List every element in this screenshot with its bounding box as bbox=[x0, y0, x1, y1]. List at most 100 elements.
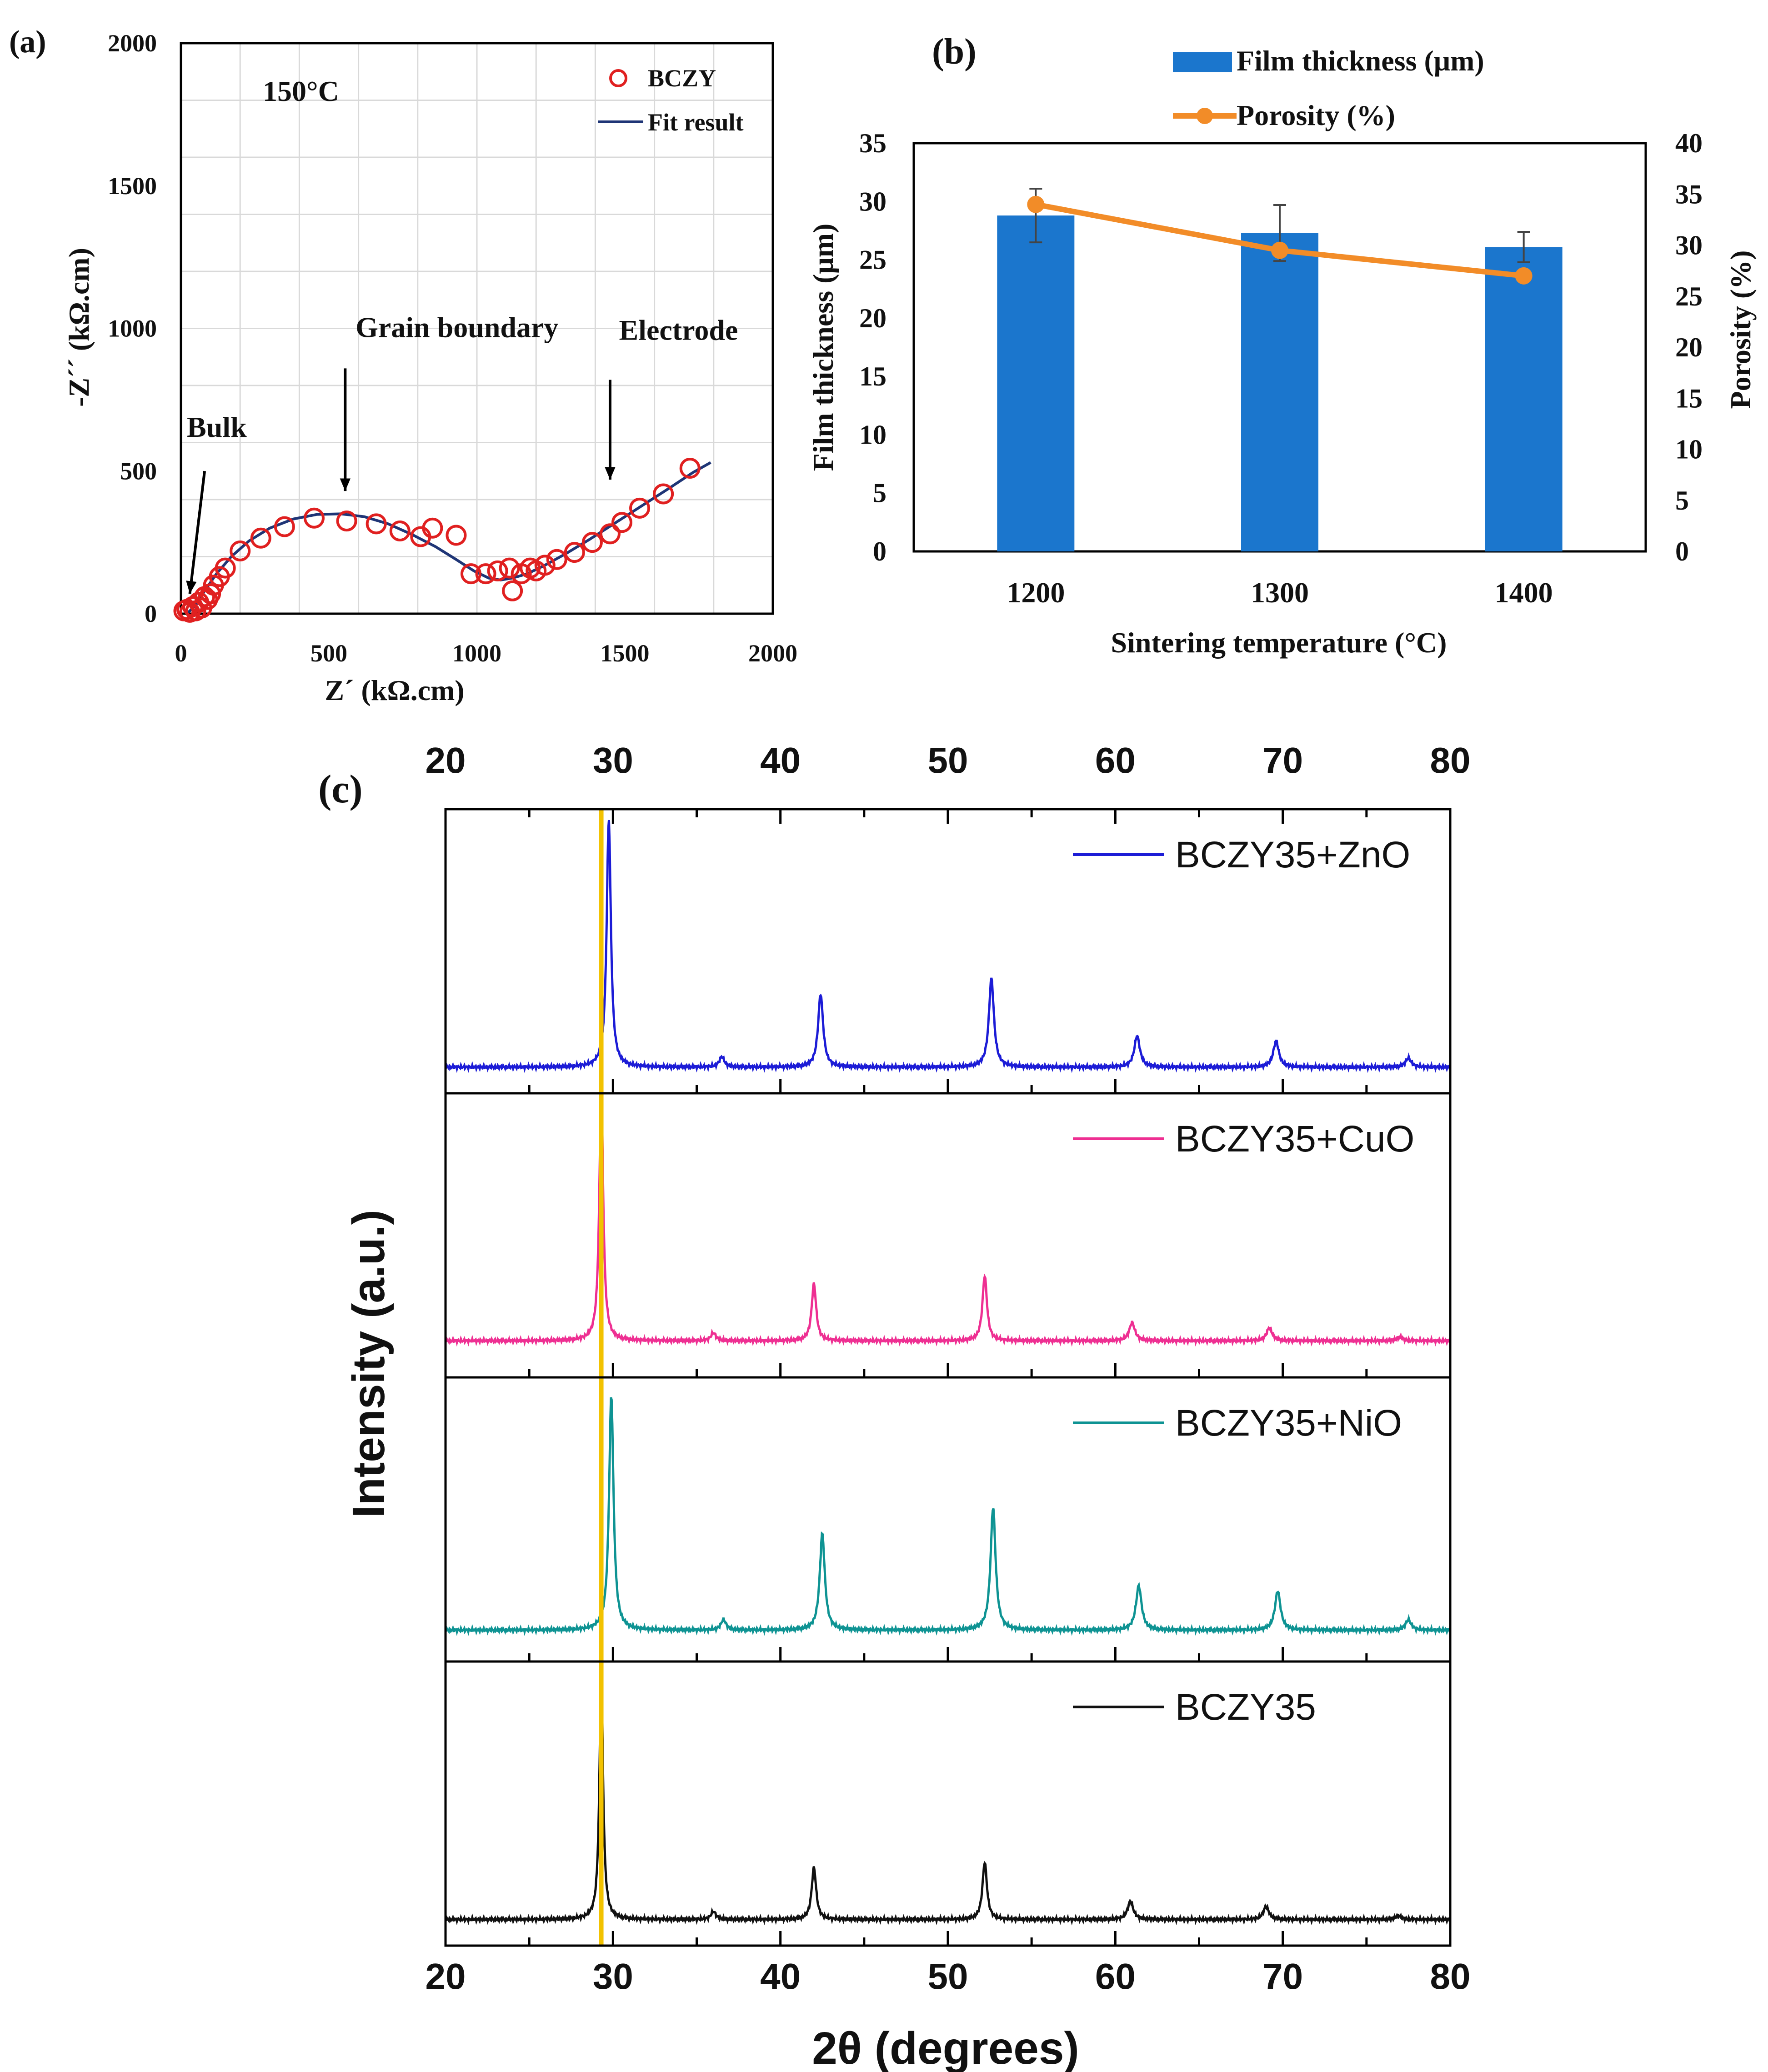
panel-a-scatter-point bbox=[502, 580, 523, 601]
panel-a-arrows bbox=[186, 368, 616, 594]
panel-a-scatter-point bbox=[250, 527, 271, 549]
panel-b-left-tick-labels: 0 5 10 15 20 25 30 35 bbox=[859, 128, 887, 566]
panel-a-x-axis-label: Z´ (kΩ.cm) bbox=[325, 674, 464, 706]
panel-c-top-tick-label: 30 bbox=[593, 740, 633, 781]
panel-b-left-tick-label: 15 bbox=[859, 361, 887, 391]
panel-c-top-tick-label: 70 bbox=[1262, 740, 1303, 781]
panel-a-arrow-head bbox=[605, 467, 616, 480]
panel-c-bottom-tick-label: 50 bbox=[928, 1956, 968, 1997]
panel-a-legend-scatter-marker bbox=[609, 69, 627, 87]
panel-c-y-axis-label: Intensity (a.u.) bbox=[343, 1210, 394, 1518]
panel-b-x-tick-label: 1300 bbox=[1251, 576, 1309, 609]
panel-b-right-tick-label: 15 bbox=[1675, 383, 1703, 413]
panel-c-x-axis-label: 2θ (degrees) bbox=[812, 2023, 1079, 2072]
panel-a-scatter-point bbox=[611, 512, 632, 533]
panel-c-top-tick-label: 60 bbox=[1095, 740, 1136, 781]
panel-b-porosity-markers bbox=[1027, 195, 1533, 285]
panel-b-right-tick-label: 0 bbox=[1675, 536, 1689, 566]
panel-c-bottom-tick-labels: 20 30 40 50 60 70 80 bbox=[426, 1956, 1471, 1997]
panel-b-right-tick-label: 25 bbox=[1675, 281, 1703, 311]
panel-a-arrow-head bbox=[340, 478, 351, 491]
panel-a-scatter-point bbox=[230, 540, 251, 561]
panel-c-xrd-patterns: (c) BCZY35+ZnOBCZY35+CuOBCZY35+NiOBCZY35… bbox=[318, 740, 1470, 2072]
panel-b-x-axis-label: Sintering temperature (°C) bbox=[1111, 626, 1447, 659]
panel-c-frames bbox=[444, 808, 1452, 1947]
panel-a-y-tick-label: 500 bbox=[120, 457, 157, 485]
panel-a-annotations: Bulk Grain boundary Electrode bbox=[187, 311, 738, 443]
panel-c-top-tick-label: 20 bbox=[426, 740, 466, 781]
panel-b-bar bbox=[1241, 233, 1318, 551]
panel-a-temperature-annotation: 150°C bbox=[263, 75, 339, 107]
panel-b-right-tick-label: 10 bbox=[1675, 435, 1703, 465]
panel-a-scatter-point bbox=[336, 510, 357, 532]
panel-a-annotation: Electrode bbox=[619, 314, 738, 346]
panel-a-annotation: Bulk bbox=[187, 411, 247, 443]
panel-a-label: (a) bbox=[9, 25, 46, 60]
panel-c-bottom-tick-label: 60 bbox=[1095, 1956, 1136, 1997]
panel-c-label: (c) bbox=[318, 767, 363, 811]
panel-b-legend-line-label: Porosity (%) bbox=[1237, 99, 1395, 131]
panel-b-legend-bar-swatch bbox=[1173, 52, 1232, 72]
panel-a-plot-frame bbox=[180, 42, 774, 615]
panel-a-scatter-point bbox=[564, 542, 585, 563]
panel-c-bottom-tick-label: 20 bbox=[426, 1956, 466, 1997]
panel-b-left-tick-label: 10 bbox=[859, 420, 887, 450]
panel-c-legend-label: BCZY35+ZnO bbox=[1175, 834, 1410, 876]
panel-a-x-tick-label: 500 bbox=[311, 640, 347, 667]
panel-c-bottom-tick-label: 80 bbox=[1430, 1956, 1471, 1997]
panel-b-x-tick-labels: 1200 1300 1400 bbox=[1007, 576, 1553, 609]
panel-a-scatter-point bbox=[460, 563, 481, 585]
panel-a-annotation: Grain boundary bbox=[356, 311, 558, 343]
panel-a-scatter-point bbox=[599, 523, 621, 545]
panel-a-x-tick-labels: 0 500 1000 1500 2000 bbox=[175, 640, 798, 667]
panel-a-y-tick-label: 1500 bbox=[108, 172, 157, 200]
panel-b-label: (b) bbox=[932, 32, 977, 72]
panel-b-left-tick-label: 0 bbox=[873, 536, 887, 566]
panel-a-arrow-shaft bbox=[188, 470, 206, 594]
panel-a-scatter-point bbox=[215, 557, 236, 579]
panel-b-left-tick-label: 35 bbox=[859, 128, 887, 158]
panel-c-series-line bbox=[444, 1093, 1451, 1347]
panel-a-y-tick-labels: 0 500 1000 1500 2000 bbox=[108, 30, 157, 627]
panel-b-bar bbox=[1485, 247, 1563, 551]
panel-a-x-tick-label: 0 bbox=[175, 640, 187, 667]
panel-b-left-axis-label: Film thickness (μm) bbox=[807, 224, 839, 471]
panel-b-porosity-marker bbox=[1271, 241, 1288, 259]
panel-a-scatter-points bbox=[173, 457, 701, 623]
panel-b-right-tick-label: 5 bbox=[1675, 485, 1689, 515]
panel-c-top-tick-label: 50 bbox=[928, 740, 968, 781]
panel-a-scatter-point bbox=[200, 583, 221, 605]
panel-c-series-line bbox=[444, 820, 1451, 1073]
panel-a-legend-scatter-label: BCZY bbox=[648, 65, 716, 92]
panel-b-legend-line-marker bbox=[1197, 108, 1213, 124]
panel-a-y-tick-label: 1000 bbox=[108, 315, 157, 342]
panel-a-scatter-point bbox=[446, 525, 467, 546]
panel-c-series-line bbox=[444, 1397, 1451, 1637]
panel-a-scatter-point bbox=[581, 532, 603, 553]
panel-b-right-axis-label: Porosity (%) bbox=[1724, 250, 1757, 409]
panel-c-bottom-tick-label: 30 bbox=[593, 1956, 633, 1997]
panel-c-bottom-tick-label: 40 bbox=[760, 1956, 801, 1997]
panel-a-scatter-point bbox=[534, 555, 556, 576]
panel-c-legend-label: BCZY35+CuO bbox=[1175, 1118, 1414, 1160]
panel-a-scatter-point bbox=[629, 497, 651, 519]
panel-b-left-tick-label: 20 bbox=[859, 303, 887, 333]
panel-a-scatter-point bbox=[653, 483, 674, 505]
panel-b-right-tick-labels: 0 5 10 15 20 25 30 35 40 bbox=[1675, 128, 1703, 566]
panel-b-x-tick-label: 1200 bbox=[1007, 576, 1065, 609]
panel-a-scatter-point bbox=[487, 560, 508, 581]
panel-a-scatter-point bbox=[422, 517, 443, 539]
panel-a-scatter-point bbox=[499, 557, 520, 579]
panel-b-right-tick-label: 35 bbox=[1675, 179, 1703, 209]
panel-c-legend-label: BCZY35+NiO bbox=[1175, 1402, 1402, 1444]
panel-b-right-tick-label: 40 bbox=[1675, 128, 1703, 158]
panel-b-porosity-marker bbox=[1027, 195, 1045, 213]
panel-a-scatter-point bbox=[679, 457, 701, 479]
panel-a-y-axis-label: -Z´´ (kΩ.cm) bbox=[63, 248, 95, 407]
panel-a-scatter-point bbox=[366, 513, 387, 535]
panel-b-x-tick-label: 1400 bbox=[1495, 576, 1553, 609]
panel-b-legend-bar-label: Film thickness (μm) bbox=[1237, 45, 1484, 77]
panel-a-nyquist-plot: (a) 0 500 1000 1500 2000 0 500 1000 1500 2000 Z´… bbox=[9, 25, 797, 706]
panel-a-scatter-point bbox=[475, 563, 496, 585]
